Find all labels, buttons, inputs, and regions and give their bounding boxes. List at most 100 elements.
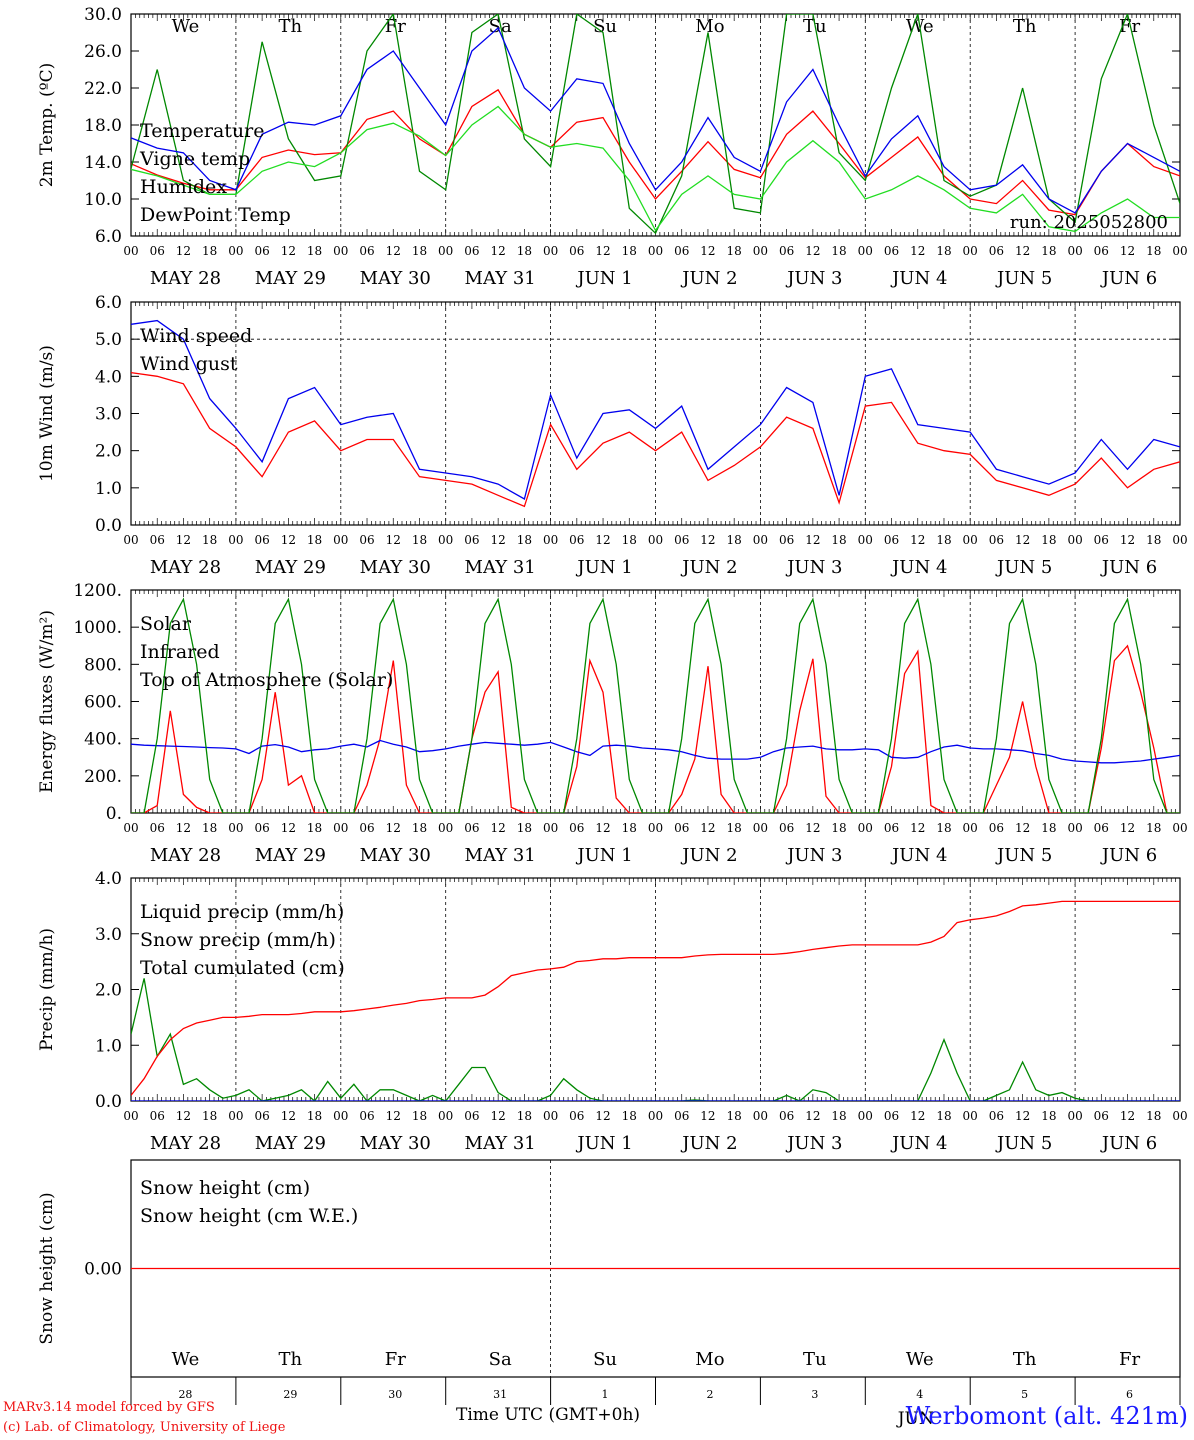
hour-label: 18 bbox=[1146, 821, 1161, 835]
hour-label: 18 bbox=[307, 244, 322, 258]
date-label: MAY 31 bbox=[465, 268, 536, 289]
hour-label: 00 bbox=[1067, 1109, 1082, 1123]
hour-label: 18 bbox=[831, 1109, 846, 1123]
hour-label: 00 bbox=[1067, 821, 1082, 835]
hour-label: 12 bbox=[805, 821, 820, 835]
weekday-label: We bbox=[906, 1349, 934, 1370]
hour-label: 12 bbox=[176, 1109, 191, 1123]
hour-label: 06 bbox=[779, 821, 794, 835]
hour-label: 12 bbox=[700, 1109, 715, 1123]
date-label: JUN 1 bbox=[575, 1133, 632, 1154]
panel-5: 0.00 Snow height (cm) Snow height (cm) Snow… bbox=[37, 1159, 1181, 1378]
series-line bbox=[131, 371, 1180, 508]
hour-label: 00 bbox=[1067, 244, 1082, 258]
hour-label: 00 bbox=[438, 821, 453, 835]
date-label: MAY 30 bbox=[360, 557, 431, 578]
date-label: JUN 1 bbox=[575, 268, 632, 289]
hour-label: 06 bbox=[884, 244, 899, 258]
hour-label: 18 bbox=[1041, 821, 1056, 835]
hour-label: 12 bbox=[1015, 244, 1030, 258]
panel-2: 00 06 12 18 00 06 12 18 00 06 12 18 00 06 12 18 00 06 12 18… bbox=[37, 293, 1188, 578]
date-label: JUN 4 bbox=[890, 268, 947, 289]
hour-label: 06 bbox=[569, 821, 584, 835]
hour-label: 12 bbox=[1015, 533, 1030, 547]
y-tick-label: 0.0 bbox=[95, 1092, 122, 1112]
legend-entry: Liquid precip (mm/h) bbox=[140, 901, 344, 923]
weekday-label: We bbox=[172, 1349, 200, 1370]
hour-label: 06 bbox=[150, 1109, 165, 1123]
run-label: run: 2025052800 bbox=[1010, 212, 1168, 233]
hour-label: 06 bbox=[884, 1109, 899, 1123]
y-tick-label: 400. bbox=[84, 730, 122, 750]
hour-label: 06 bbox=[1094, 244, 1109, 258]
hour-label: 06 bbox=[150, 244, 165, 258]
hour-label: 00 bbox=[963, 244, 978, 258]
y-tick-label: 3.0 bbox=[95, 925, 122, 945]
y-tick-label: 0.00 bbox=[84, 1260, 122, 1280]
hour-label: 00 bbox=[333, 244, 348, 258]
date-label: JUN 2 bbox=[680, 268, 737, 289]
series-line bbox=[131, 14, 1180, 235]
hour-label: 18 bbox=[412, 244, 427, 258]
hour-label: 06 bbox=[150, 821, 165, 835]
date-label: JUN 3 bbox=[785, 1133, 842, 1154]
hour-label: 00 bbox=[1172, 533, 1187, 547]
hour-label: 18 bbox=[202, 1109, 217, 1123]
hour-label: 00 bbox=[963, 1109, 978, 1123]
weekday-label: Sa bbox=[489, 1349, 512, 1370]
hour-label: 18 bbox=[936, 244, 951, 258]
legend-entry: Temperature bbox=[140, 120, 264, 142]
hour-label: 00 bbox=[543, 244, 558, 258]
legend-entry: Infrared bbox=[140, 641, 220, 663]
date-label: JUN 4 bbox=[890, 1133, 947, 1154]
hour-label: 12 bbox=[910, 1109, 925, 1123]
date-label: JUN 3 bbox=[785, 845, 842, 866]
hour-label: 18 bbox=[202, 821, 217, 835]
y-tick-label: 3.0 bbox=[95, 405, 122, 425]
date-label: MAY 28 bbox=[150, 1133, 221, 1154]
date-label: JUN 6 bbox=[1100, 845, 1157, 866]
month-label: JUN bbox=[896, 1409, 934, 1429]
date-label: JUN 3 bbox=[785, 557, 842, 578]
bottom-day-row: We 28 Th 29 Fr 30 Sa 31 Su 1 Mo 2 Tu 3 We 4 Th 5 Fr 6 JUN bbox=[130, 1349, 1181, 1429]
hour-label: 18 bbox=[727, 244, 742, 258]
hour-label: 18 bbox=[936, 1109, 951, 1123]
hour-label: 18 bbox=[412, 1109, 427, 1123]
date-label: MAY 29 bbox=[255, 845, 326, 866]
day-number: 31 bbox=[493, 1388, 507, 1401]
weekday-label: Su bbox=[593, 1349, 617, 1370]
day-number: 3 bbox=[811, 1388, 818, 1401]
hour-label: 12 bbox=[1120, 821, 1135, 835]
hour-label: 06 bbox=[674, 821, 689, 835]
hour-label: 00 bbox=[228, 821, 243, 835]
hour-label: 06 bbox=[674, 244, 689, 258]
y-tick-label: 4.0 bbox=[95, 869, 122, 889]
hour-label: 06 bbox=[1094, 1109, 1109, 1123]
date-label: JUN 5 bbox=[995, 1133, 1052, 1154]
weekday-label: Mo bbox=[695, 16, 724, 37]
hour-label: 00 bbox=[858, 821, 873, 835]
hour-label: 00 bbox=[228, 533, 243, 547]
date-label: MAY 30 bbox=[360, 1133, 431, 1154]
hour-label: 00 bbox=[648, 533, 663, 547]
day-number: 29 bbox=[283, 1388, 297, 1401]
plot-frame bbox=[130, 301, 1181, 526]
hour-label: 00 bbox=[438, 1109, 453, 1123]
weekday-label: Fr bbox=[385, 1349, 406, 1370]
date-label: JUN 5 bbox=[995, 845, 1052, 866]
hour-label: 00 bbox=[543, 821, 558, 835]
hour-label: 06 bbox=[254, 821, 269, 835]
hour-label: 12 bbox=[491, 821, 506, 835]
hour-label: 12 bbox=[910, 533, 925, 547]
hour-label: 18 bbox=[1146, 244, 1161, 258]
y-tick-label: 6.0 bbox=[95, 227, 122, 247]
hour-label: 18 bbox=[727, 533, 742, 547]
y-tick-label: 26.0 bbox=[84, 42, 122, 62]
hour-label: 06 bbox=[989, 821, 1004, 835]
hour-label: 18 bbox=[307, 821, 322, 835]
hour-label: 18 bbox=[831, 821, 846, 835]
hour-label: 06 bbox=[150, 533, 165, 547]
hour-label: 18 bbox=[831, 533, 846, 547]
hour-label: 00 bbox=[123, 821, 138, 835]
hour-label: 18 bbox=[517, 821, 532, 835]
